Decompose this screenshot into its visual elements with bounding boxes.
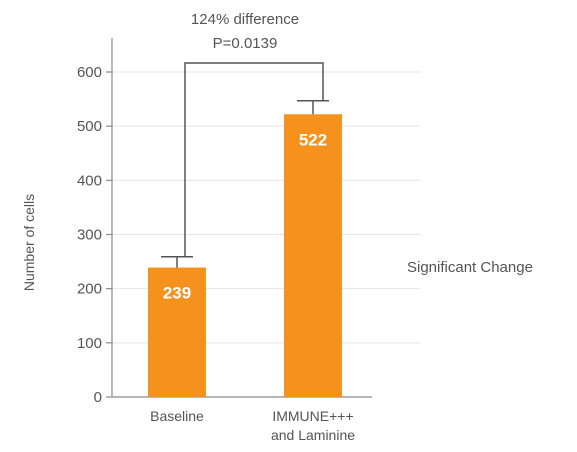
y-tick-label: 400 [77, 172, 102, 189]
bar-baseline [148, 267, 206, 397]
y-axis-ticks: 0 100 200 300 400 500 600 [77, 64, 112, 406]
y-tick-label: 300 [77, 227, 102, 244]
bar-immune-laminine [284, 114, 342, 397]
y-tick-label: 100 [77, 335, 102, 352]
annotation-p-value: P=0.0139 [213, 35, 278, 52]
annotation-difference: 124% difference [191, 11, 299, 28]
y-tick-label: 0 [94, 389, 102, 406]
bars: 239 522 [148, 114, 342, 397]
significant-change-label: Significant Change [407, 259, 533, 276]
category-labels: Baseline IMMUNE+++ and Laminine [150, 408, 355, 443]
y-tick-label: 600 [77, 64, 102, 81]
x-category-label: Baseline [150, 408, 204, 424]
bar-value-label: 522 [299, 130, 327, 149]
x-category-label: IMMUNE+++ [272, 408, 353, 424]
x-category-label: and Laminine [271, 427, 355, 443]
significance-bracket [184, 62, 324, 257]
y-axis-title: Number of cells [21, 194, 37, 291]
bar-value-label: 239 [163, 284, 191, 303]
y-tick-label: 500 [77, 118, 102, 135]
y-tick-label: 200 [77, 281, 102, 298]
